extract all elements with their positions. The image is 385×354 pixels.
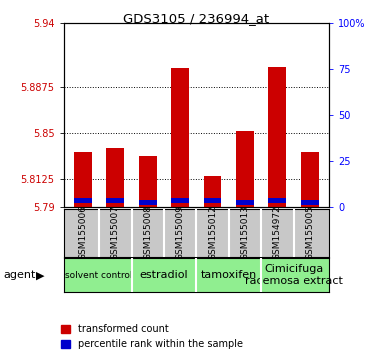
Bar bbox=[139, 200, 157, 205]
Bar bbox=[236, 200, 254, 205]
Text: GSM155008: GSM155008 bbox=[143, 205, 152, 260]
Bar bbox=[74, 152, 92, 207]
Bar bbox=[268, 67, 286, 207]
Bar bbox=[171, 68, 189, 207]
Text: GSM155009: GSM155009 bbox=[176, 205, 185, 260]
Bar bbox=[204, 199, 221, 204]
Text: GSM155013: GSM155013 bbox=[241, 205, 249, 260]
Bar bbox=[106, 148, 124, 207]
Bar bbox=[204, 176, 221, 207]
Bar bbox=[171, 199, 189, 204]
Text: solvent control: solvent control bbox=[65, 271, 133, 280]
Text: Cimicifuga
racemosa extract: Cimicifuga racemosa extract bbox=[244, 264, 343, 286]
Bar bbox=[106, 199, 124, 204]
Text: GSM155007: GSM155007 bbox=[111, 205, 120, 260]
Bar bbox=[236, 131, 254, 207]
Bar bbox=[74, 199, 92, 204]
Text: GDS3105 / 236994_at: GDS3105 / 236994_at bbox=[123, 12, 270, 25]
Text: ▶: ▶ bbox=[36, 270, 45, 280]
Text: tamoxifen: tamoxifen bbox=[201, 270, 257, 280]
Text: GSM155012: GSM155012 bbox=[208, 205, 217, 260]
Text: agent: agent bbox=[4, 270, 36, 280]
Text: GSM154972: GSM154972 bbox=[273, 205, 282, 260]
Bar bbox=[139, 155, 157, 207]
Bar bbox=[301, 152, 319, 207]
Bar bbox=[268, 199, 286, 204]
Legend: transformed count, percentile rank within the sample: transformed count, percentile rank withi… bbox=[61, 324, 243, 349]
Text: estradiol: estradiol bbox=[140, 270, 188, 280]
Bar bbox=[301, 200, 319, 205]
Text: GSM155006: GSM155006 bbox=[79, 205, 87, 260]
Text: GSM155005: GSM155005 bbox=[305, 205, 314, 260]
